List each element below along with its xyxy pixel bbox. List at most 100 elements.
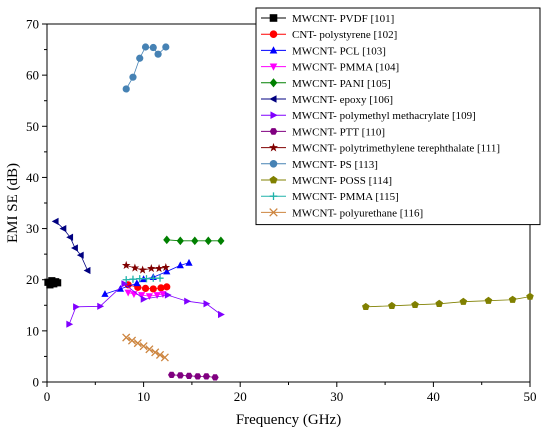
x-tick-label: 50 — [524, 389, 537, 404]
data-point — [66, 233, 74, 241]
data-point — [133, 279, 141, 287]
legend-entry: MWCNT- PTT [110] — [261, 126, 385, 138]
data-point — [176, 236, 184, 246]
data-point — [203, 300, 211, 308]
series-7 — [168, 371, 219, 381]
data-point — [163, 283, 171, 291]
series-8 — [121, 260, 171, 274]
legend-label: MWCNT- PS [113] — [292, 159, 378, 171]
data-point — [155, 350, 165, 359]
legend-marker — [269, 208, 278, 217]
data-point — [139, 342, 148, 351]
data-point — [116, 284, 125, 292]
legend-label: MWCNT- PTT [110] — [292, 126, 385, 138]
data-point — [76, 251, 84, 259]
legend-marker — [269, 192, 278, 200]
y-tick-label: 20 — [26, 272, 39, 287]
legend-entry: MWCNT- PCL [103] — [261, 45, 386, 57]
data-point — [145, 293, 153, 301]
y-tick-label: 40 — [26, 170, 39, 185]
data-point — [73, 303, 80, 311]
data-point — [149, 285, 157, 293]
series-1 — [124, 281, 171, 293]
data-point — [130, 263, 140, 272]
data-point — [526, 292, 534, 300]
data-point — [184, 297, 192, 305]
data-point — [138, 292, 146, 300]
series-5 — [51, 217, 91, 275]
data-point — [54, 279, 62, 287]
series-9 — [122, 43, 170, 93]
legend-entry: MWCNT- POSS [114] — [261, 175, 392, 187]
data-point — [154, 263, 164, 273]
legend-box — [255, 7, 541, 226]
y-tick-label: 10 — [26, 323, 39, 338]
data-point — [157, 284, 165, 292]
y-tick-label: 70 — [26, 17, 39, 32]
data-point — [163, 235, 171, 245]
legend-entry: MWCNT- PANI [105] — [261, 78, 391, 90]
data-point — [140, 295, 148, 303]
data-point — [147, 263, 156, 273]
legend-label: MWCNT- epoxy [106] — [292, 94, 393, 106]
data-point — [217, 236, 225, 246]
data-point — [46, 281, 54, 289]
series-4 — [163, 235, 225, 246]
data-point — [66, 320, 74, 328]
data-point — [151, 348, 160, 357]
series-line — [365, 296, 531, 308]
legend-marker — [269, 175, 278, 184]
legend-entry: MWCNT- PVDF [101] — [261, 13, 394, 25]
legend-marker — [269, 14, 278, 22]
data-point — [185, 258, 193, 266]
data-point — [508, 295, 517, 303]
series-11 — [122, 274, 164, 284]
data-point — [176, 372, 184, 379]
legend-entry: MWCNT- PS [113] — [261, 159, 378, 171]
legend-marker — [269, 95, 277, 103]
legend-marker — [269, 63, 278, 71]
legend-label: MWCNT- PCL [103] — [292, 45, 386, 57]
data-point — [411, 300, 419, 308]
data-point — [191, 236, 199, 246]
y-tick-label: 50 — [26, 119, 39, 134]
data-point — [176, 261, 184, 269]
data-point — [459, 297, 468, 305]
series-10 — [362, 292, 534, 311]
plot-area — [44, 43, 534, 381]
series-6 — [66, 280, 225, 328]
data-point — [83, 266, 91, 275]
x-tick-label: 10 — [137, 389, 150, 404]
data-point — [202, 373, 210, 380]
legend-label: MWCNT- PVDF [101] — [292, 13, 394, 25]
data-point — [141, 43, 150, 51]
data-point — [124, 289, 132, 297]
legend-marker — [269, 160, 278, 168]
legend-label: MWCNT- polytrimethylene terephthalate [1… — [292, 143, 500, 155]
legend-marker — [269, 30, 278, 38]
data-point — [51, 217, 59, 226]
axes: 0 10 20 30 40 50 0 10 20 30 40 50 60 70 Frequency (GHz… — [5, 17, 537, 429]
data-point — [97, 302, 105, 310]
data-point — [129, 73, 137, 81]
x-axis-title: Frequency (GHz) — [236, 412, 341, 428]
series-0 — [44, 277, 62, 289]
data-point — [194, 373, 202, 380]
data-point — [162, 43, 170, 51]
data-point — [362, 302, 370, 311]
data-point — [133, 339, 142, 348]
legend-label: MWCNT- PMMA [104] — [292, 62, 399, 74]
legend-marker — [268, 142, 279, 152]
data-point — [160, 353, 169, 362]
legend-label: MWCNT- PANI [105] — [292, 78, 391, 90]
series-12 — [122, 333, 169, 362]
legend-label: MWCNT- POSS [114] — [292, 175, 392, 187]
legend-marker — [269, 78, 278, 88]
data-point — [484, 296, 493, 304]
data-point — [127, 336, 137, 345]
data-point — [121, 260, 131, 270]
x-tick-label: 30 — [330, 389, 343, 404]
y-tick-label: 30 — [26, 221, 39, 236]
data-point — [435, 299, 443, 307]
